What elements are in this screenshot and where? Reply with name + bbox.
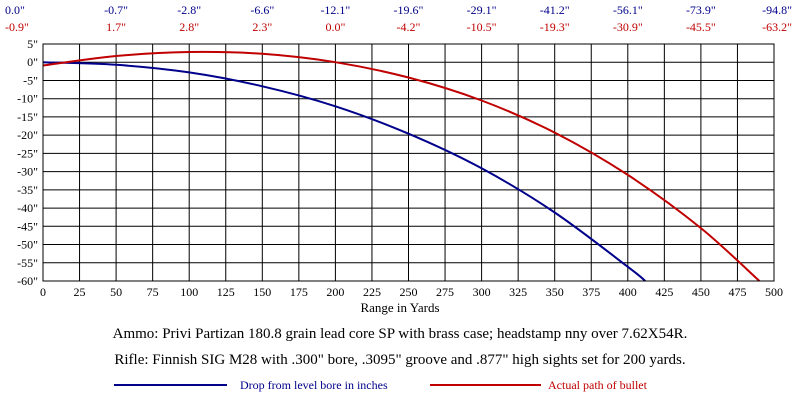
ammo-caption: Ammo: Privi Partizan 180.8 grain lead co… [113,326,688,342]
top-path-value: -0.9" [5,20,29,34]
top-drop-value: -0.7" [104,3,128,17]
x-tick-label: 425 [655,285,673,299]
top-path-value: -45.5" [686,20,716,34]
x-tick-label: 25 [74,285,86,299]
top-path-value: -10.5" [467,20,497,34]
top-path-value: 0.0" [325,20,345,34]
x-tick-label: 325 [509,285,527,299]
x-tick-label: 350 [546,285,564,299]
top-value-rows: 0.0" -0.9" -0.7" 1.7" -2.8" 2.8" -6.6" 2.3" -12.… [5,3,792,34]
x-tick-label: 75 [147,285,159,299]
legend-label-drop: Drop from level bore in inches [240,378,388,392]
x-tick-label: 275 [436,285,454,299]
top-drop-value: -73.9" [686,3,716,17]
top-drop-value: -94.8" [762,3,792,17]
x-tick-label: 150 [253,285,271,299]
x-tick-label: 475 [728,285,746,299]
series-lines [42,50,761,282]
y-tick-label: -5" [23,73,38,87]
rifle-caption: Rifle: Finnish SIG M28 with .300" bore, … [114,352,685,368]
top-path-value: 2.8" [179,20,199,34]
x-axis-title: Range in Yards [360,300,439,315]
top-path-value: -30.9" [613,20,643,34]
y-tick-label: -50" [17,238,38,252]
x-tick-label: 250 [400,285,418,299]
y-tick-label: -60" [17,274,38,288]
y-tick-label: -45" [17,219,38,233]
x-tick-label: 175 [290,285,308,299]
x-tick-label: 225 [363,285,381,299]
plot-frame [42,43,775,282]
x-tick-label: 400 [619,285,637,299]
y-tick-label: -35" [17,183,38,197]
y-tick-labels: 5" 0" -5" -10" -15" -20" -25" -30" -35" -40" -45" -… [17,37,38,288]
x-tick-label: 500 [765,285,783,299]
series-line-drop [42,61,646,282]
top-path-value: -19.3" [540,20,570,34]
y-tick-label: -30" [17,165,38,179]
y-tick-label: 5" [27,37,38,51]
top-drop-value: -2.8" [177,3,201,17]
top-path-value: -4.2" [397,20,421,34]
x-tick-label: 300 [473,285,491,299]
y-tick-label: -40" [17,201,38,215]
x-tick-label: 0 [40,285,46,299]
x-tick-labels: 0 25 50 75 100 125 150 175 200 225 250 275 300 325 350… [40,285,783,299]
y-tick-label: -25" [17,146,38,160]
x-tick-label: 375 [582,285,600,299]
x-tick-label: 200 [326,285,344,299]
y-tick-label: -55" [17,256,38,270]
top-drop-value: 0.0" [5,3,25,17]
top-drop-value: -56.1" [613,3,643,17]
legend-label-path: Actual path of bullet [548,378,648,392]
series-line-path [42,50,761,282]
y-tick-label: 0" [27,55,38,69]
top-drop-value: -29.1" [467,3,497,17]
x-tick-label: 450 [692,285,710,299]
x-tick-label: 125 [217,285,235,299]
top-drop-value: -41.2" [540,3,570,17]
y-tick-label: -20" [17,128,38,142]
x-tick-label: 50 [110,285,122,299]
top-path-value: -63.2" [762,20,792,34]
top-drop-value: -12.1" [320,3,350,17]
y-tick-label: -15" [17,110,38,124]
y-tick-label: -10" [17,92,38,106]
top-path-value: 1.7" [106,20,126,34]
x-tick-label: 100 [180,285,198,299]
chart-grid [42,43,775,282]
top-drop-value: -19.6" [394,3,424,17]
top-drop-value: -6.6" [250,3,274,17]
top-path-value: 2.3" [252,20,272,34]
